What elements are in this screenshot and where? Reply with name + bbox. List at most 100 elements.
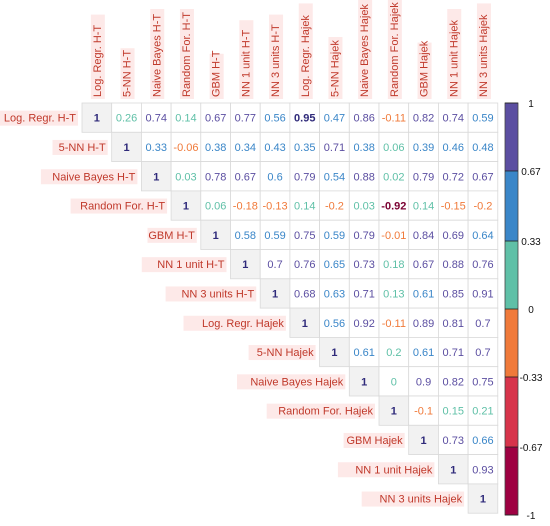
- cell: [467, 102, 499, 133]
- row-label: 5-NN H-T: [59, 142, 106, 154]
- cell-value: 0.65: [324, 259, 345, 271]
- column-label: Log. Regr. H-T: [90, 14, 105, 99]
- cell-value: -0.2: [325, 201, 344, 213]
- cell: [81, 102, 113, 133]
- cell: [437, 366, 469, 397]
- cell-value: 0.03: [175, 171, 196, 183]
- cell-value: 0.15: [443, 406, 464, 418]
- column-label: GBM H-T: [209, 50, 224, 99]
- cell: [230, 190, 261, 221]
- colorbar-tick-label: 0: [528, 305, 534, 316]
- colorbar-tick-label: 1: [528, 99, 534, 110]
- cell-value: 0.13: [383, 288, 404, 300]
- cell: [319, 131, 350, 163]
- column-label-text: Naive Bayes Hajek: [359, 4, 371, 97]
- cell-value: 0.34: [235, 142, 256, 154]
- cell-value: 0.88: [443, 259, 464, 271]
- column-label: 5-NN Hajek: [328, 37, 343, 99]
- column-label-text: Random For. H-T: [181, 12, 193, 97]
- cell: [140, 161, 172, 192]
- column-label: Random For. Hajek: [387, 0, 402, 99]
- cell: [437, 161, 469, 192]
- column-label-text: NN 1 unit Hajek: [448, 19, 460, 97]
- cell-value: 0.79: [294, 171, 315, 183]
- row-label: GBM H-T: [148, 230, 195, 242]
- column-label: Random For. H-T: [179, 9, 194, 99]
- column-label: Naive Bayes H-T: [150, 9, 165, 99]
- cell-value: 0.46: [443, 142, 464, 154]
- cell-value: 0.91: [472, 288, 493, 300]
- column-label-text: Naive Bayes H-T: [151, 14, 163, 97]
- cell-value: 0.56: [264, 113, 285, 125]
- cell-value: -0.2: [473, 201, 492, 213]
- cell-value: 0.67: [413, 259, 434, 271]
- cell-value: 0.56: [324, 318, 345, 330]
- cell-value: 0.7: [475, 347, 490, 359]
- cell-value: 0.66: [472, 435, 493, 447]
- cell: [378, 219, 410, 250]
- cell-value: 0.61: [413, 288, 434, 300]
- cell: [408, 424, 439, 455]
- column-label: NN 3 units H-T: [269, 14, 284, 99]
- cell: [111, 131, 142, 163]
- row-label: NN 1 unit H-T: [157, 259, 225, 271]
- cell-value: 0.2: [386, 347, 401, 359]
- cell-value: 0.67: [205, 113, 226, 125]
- cell: [437, 219, 469, 250]
- cell-value: 1: [391, 406, 397, 418]
- cell-value: 1: [213, 230, 219, 242]
- cell-value: 0.59: [324, 230, 345, 242]
- cell-value: 1: [302, 318, 308, 330]
- cell: [319, 190, 350, 221]
- row-label: NN 1 unit Hajek: [355, 464, 433, 476]
- cell-value: 1: [420, 435, 426, 447]
- row-label: Log. Regr. H-T: [4, 113, 76, 125]
- cell: [170, 131, 202, 163]
- column-label-bg: [387, 0, 402, 99]
- cell-value: 1: [450, 464, 456, 476]
- column-label-bg: [358, 0, 373, 99]
- row-label: Random For. Hajek: [278, 406, 373, 418]
- row-label-bg: [147, 227, 197, 243]
- cell-value: 1: [480, 494, 486, 506]
- cell-value: 0.82: [443, 376, 464, 388]
- cell-value: 0.54: [324, 171, 345, 183]
- cell-value: 0.58: [235, 230, 256, 242]
- cell: [289, 219, 320, 250]
- cell-value: 0.67: [472, 171, 493, 183]
- cell-value: 1: [123, 142, 129, 154]
- column-label: NN 1 unit H-T: [239, 20, 254, 99]
- cell-value: 0.74: [146, 113, 167, 125]
- cell-value: 0.72: [443, 171, 464, 183]
- cell-value: 0.84: [413, 230, 434, 242]
- cell-value: 0.9: [416, 376, 431, 388]
- cell: [437, 307, 469, 338]
- cell: [230, 102, 261, 133]
- cell-value: 0.43: [264, 142, 285, 154]
- cell-value: 0.7: [267, 259, 282, 271]
- row-label-bg: [70, 198, 168, 214]
- cell-value: 0.67: [235, 171, 256, 183]
- cell: [467, 249, 499, 280]
- cell-value: 1: [361, 376, 367, 388]
- row-label: NN 3 units Hajek: [380, 494, 463, 506]
- cell: [200, 219, 231, 250]
- column-label-text: Log. Regr. Hajek: [300, 15, 312, 97]
- cell: [408, 161, 439, 192]
- cell-value: 0.6: [267, 171, 282, 183]
- cell-value: 0.95: [294, 113, 315, 125]
- cell-value: 0.26: [116, 113, 137, 125]
- cell-value: 0.81: [443, 318, 464, 330]
- cell-value: 0.18: [383, 259, 404, 271]
- cell-value: 0: [391, 376, 397, 388]
- cell: [348, 307, 380, 338]
- cell: [467, 190, 499, 221]
- cell-value: 0.39: [413, 142, 434, 154]
- row-label-bg: [0, 110, 78, 126]
- column-label-text: GBM Hajek: [419, 40, 431, 97]
- cell: [408, 219, 439, 250]
- column-label: NN 1 unit Hajek: [447, 9, 462, 99]
- cell-value: 0.59: [264, 230, 285, 242]
- cell: [259, 219, 291, 250]
